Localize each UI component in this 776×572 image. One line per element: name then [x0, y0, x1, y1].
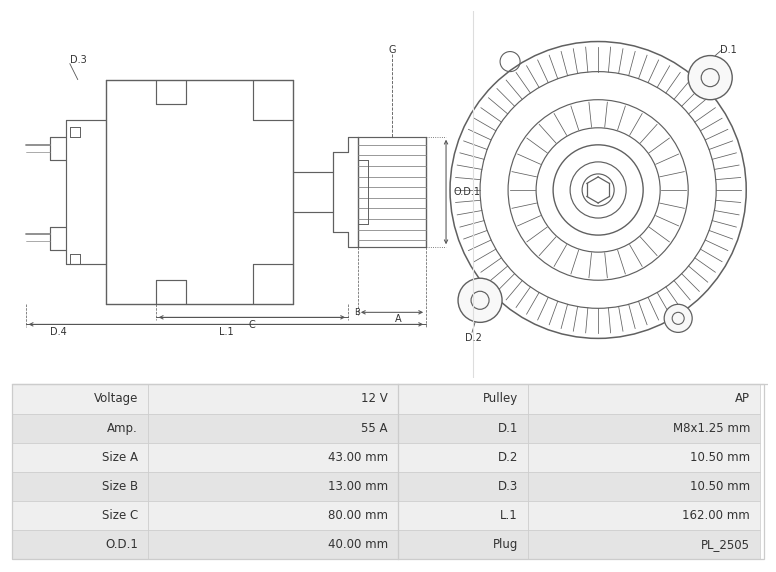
Text: 80.00 mm: 80.00 mm — [328, 509, 388, 522]
Text: L.1: L.1 — [219, 327, 234, 337]
Text: D.3: D.3 — [498, 480, 518, 493]
Bar — [148, 501, 398, 530]
Text: D.4: D.4 — [50, 327, 67, 337]
Text: Size C: Size C — [102, 509, 138, 522]
Bar — [398, 384, 528, 414]
Text: A: A — [395, 315, 401, 324]
Bar — [12, 384, 148, 414]
Bar — [148, 384, 398, 414]
Circle shape — [664, 304, 692, 332]
Text: 40.00 mm: 40.00 mm — [328, 538, 388, 551]
Bar — [398, 443, 528, 472]
Text: C: C — [248, 320, 255, 331]
Bar — [528, 414, 760, 443]
Bar — [398, 501, 528, 530]
Text: D.3: D.3 — [70, 54, 87, 65]
Text: O.D.1: O.D.1 — [105, 538, 138, 551]
Text: Size B: Size B — [102, 480, 138, 493]
Bar — [398, 414, 528, 443]
Text: Amp.: Amp. — [107, 422, 138, 435]
Text: Plug: Plug — [493, 538, 518, 551]
Text: D.2: D.2 — [497, 451, 518, 464]
Text: 10.50 mm: 10.50 mm — [690, 451, 750, 464]
Bar — [148, 443, 398, 472]
Bar — [398, 530, 528, 559]
Text: L.1: L.1 — [501, 509, 518, 522]
Text: D.1: D.1 — [497, 422, 518, 435]
Bar — [398, 472, 528, 501]
Text: 12 V: 12 V — [362, 392, 388, 406]
Bar — [12, 443, 148, 472]
Bar — [12, 414, 148, 443]
Bar — [12, 472, 148, 501]
Text: D.2: D.2 — [465, 333, 482, 343]
Text: 13.00 mm: 13.00 mm — [328, 480, 388, 493]
Text: D.1: D.1 — [720, 45, 737, 54]
Bar — [148, 530, 398, 559]
Text: G: G — [388, 45, 396, 54]
Bar — [528, 443, 760, 472]
Text: PL_2505: PL_2505 — [702, 538, 750, 551]
Bar — [528, 384, 760, 414]
Bar — [148, 472, 398, 501]
Bar — [528, 472, 760, 501]
Text: Pulley: Pulley — [483, 392, 518, 406]
Text: M8x1.25 mm: M8x1.25 mm — [673, 422, 750, 435]
Bar — [12, 530, 148, 559]
Text: 55 A: 55 A — [362, 422, 388, 435]
Text: 43.00 mm: 43.00 mm — [328, 451, 388, 464]
Circle shape — [688, 55, 733, 100]
Text: AP: AP — [735, 392, 750, 406]
Text: 10.50 mm: 10.50 mm — [690, 480, 750, 493]
Circle shape — [458, 278, 502, 323]
Bar — [528, 501, 760, 530]
Text: B: B — [354, 308, 360, 317]
Text: Voltage: Voltage — [93, 392, 138, 406]
Bar — [148, 414, 398, 443]
Bar — [12, 501, 148, 530]
Bar — [528, 530, 760, 559]
Text: Size A: Size A — [102, 451, 138, 464]
Text: 162.00 mm: 162.00 mm — [682, 509, 750, 522]
Text: O.D.1: O.D.1 — [453, 187, 480, 197]
